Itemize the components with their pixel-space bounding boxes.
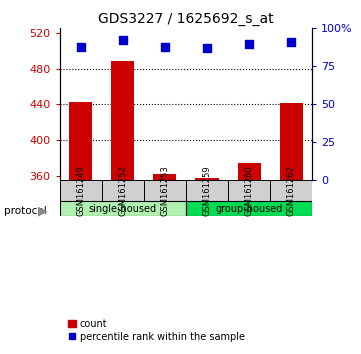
Legend: count, percentile rank within the sample: count, percentile rank within the sample <box>64 315 249 346</box>
Text: protocol: protocol <box>4 206 46 216</box>
Point <box>120 38 126 43</box>
Bar <box>195 178 218 181</box>
Point <box>246 41 252 46</box>
Bar <box>280 103 303 181</box>
Text: group-housed: group-housed <box>216 204 283 213</box>
Bar <box>111 62 134 181</box>
Point <box>204 45 210 51</box>
Text: ▶: ▶ <box>38 204 48 217</box>
Point <box>78 44 83 50</box>
Bar <box>60 181 102 201</box>
Bar <box>153 174 177 181</box>
Bar <box>270 181 312 201</box>
Text: GSM161253: GSM161253 <box>160 165 169 216</box>
Text: GSM161259: GSM161259 <box>203 165 212 216</box>
Bar <box>69 102 92 181</box>
Text: GSM161260: GSM161260 <box>245 165 253 216</box>
Text: GSM161262: GSM161262 <box>287 165 296 216</box>
Text: GSM161252: GSM161252 <box>118 165 127 216</box>
Bar <box>60 201 186 216</box>
Bar <box>228 181 270 201</box>
Bar <box>238 162 261 181</box>
Text: single-housed: single-housed <box>89 204 157 213</box>
Text: GSM161249: GSM161249 <box>76 165 85 216</box>
Bar <box>144 181 186 201</box>
Bar <box>186 201 312 216</box>
Point <box>162 44 168 50</box>
Point <box>288 39 294 45</box>
Bar <box>102 181 144 201</box>
Title: GDS3227 / 1625692_s_at: GDS3227 / 1625692_s_at <box>98 12 274 26</box>
Bar <box>186 181 228 201</box>
